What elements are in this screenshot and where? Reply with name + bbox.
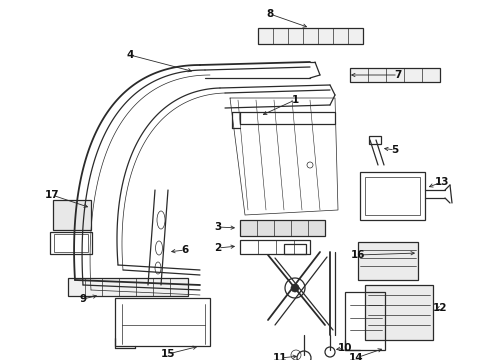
Bar: [358, 242, 418, 280]
Bar: [258, 28, 363, 44]
Text: 6: 6: [181, 245, 189, 255]
Bar: [68, 278, 188, 296]
Bar: [360, 172, 425, 220]
Bar: [240, 220, 325, 236]
Text: 15: 15: [161, 349, 175, 359]
Bar: [350, 68, 440, 82]
Bar: [284, 244, 306, 254]
Text: 3: 3: [215, 222, 221, 232]
Circle shape: [291, 284, 299, 292]
Text: 2: 2: [215, 243, 221, 253]
Text: 16: 16: [351, 250, 365, 260]
Text: 9: 9: [79, 294, 87, 304]
Text: 14: 14: [349, 353, 363, 360]
Text: 13: 13: [435, 177, 449, 187]
Bar: [345, 292, 385, 350]
Text: 5: 5: [392, 145, 399, 155]
Text: 17: 17: [45, 190, 59, 200]
Bar: [240, 112, 335, 124]
Bar: [53, 200, 91, 230]
Bar: [50, 232, 92, 254]
Text: 4: 4: [126, 50, 134, 60]
Text: 7: 7: [394, 70, 402, 80]
Bar: [54, 234, 88, 252]
Text: 11: 11: [273, 353, 287, 360]
Bar: [365, 177, 420, 215]
Text: 12: 12: [433, 303, 447, 313]
Text: 8: 8: [267, 9, 273, 19]
Bar: [369, 136, 381, 144]
Text: 10: 10: [338, 343, 352, 353]
Bar: [365, 285, 433, 340]
Bar: [240, 240, 310, 254]
Text: 1: 1: [292, 95, 298, 105]
Bar: [115, 298, 210, 346]
